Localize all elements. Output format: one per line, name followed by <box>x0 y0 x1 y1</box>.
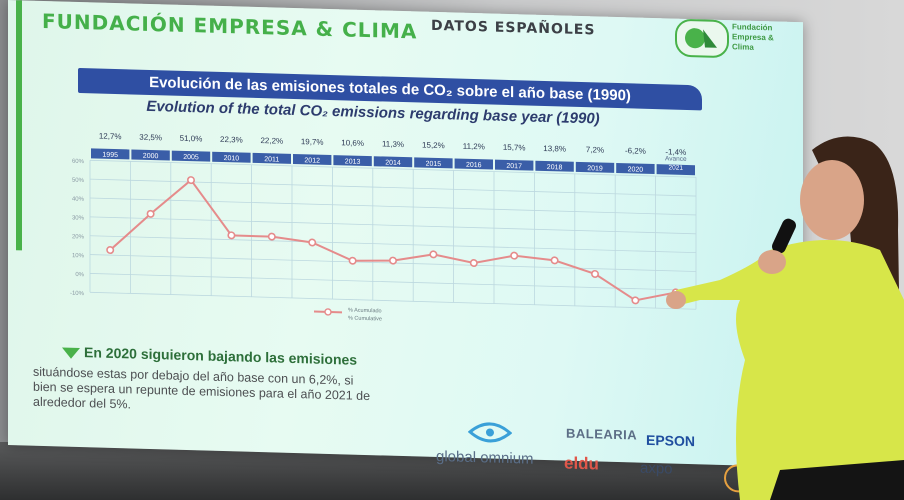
value-label: 32,5% <box>139 133 162 143</box>
category-cell <box>252 152 292 164</box>
value-label: 15,2% <box>422 141 445 151</box>
category-cell <box>333 155 372 167</box>
data-point <box>146 209 155 218</box>
category-label: 2016 <box>466 162 482 169</box>
value-label: 22,3% <box>220 135 243 145</box>
y-tick-label: 40% <box>72 197 85 203</box>
category-cell <box>454 158 494 170</box>
presenter-jacket <box>676 240 904 500</box>
value-label: 11,3% <box>382 139 404 149</box>
grid-line-h <box>90 291 696 310</box>
y-tick-label: 50% <box>72 178 85 184</box>
data-point <box>550 256 559 265</box>
data-point <box>469 259 478 268</box>
category-label: 2005 <box>183 154 199 161</box>
category-label: Avance <box>665 155 687 163</box>
value-label: 12,7% <box>99 132 122 142</box>
category-label: 2000 <box>143 153 159 160</box>
foundation-logo-icon <box>675 18 729 59</box>
emissions-chart: 60% 50% 40% 30% 20% 10% 0% -10% 1995 12,7% 2000 32,… <box>70 132 697 322</box>
category-label: 2017 <box>506 163 522 170</box>
value-label: 11,2% <box>463 142 485 152</box>
microphone-icon <box>772 218 796 254</box>
category-cell <box>373 156 413 168</box>
data-point <box>187 176 196 185</box>
category-label: 2019 <box>587 165 603 172</box>
data-point <box>388 256 397 265</box>
data-point <box>308 238 317 247</box>
category-label: 2020 <box>628 166 644 173</box>
value-label: -6,2% <box>625 146 646 156</box>
presenter-hand <box>758 250 786 274</box>
grid-line-h <box>90 197 696 216</box>
value-label: 15,7% <box>503 143 526 153</box>
category-label: 1995 <box>102 152 118 159</box>
y-tick-label: 20% <box>72 234 85 240</box>
category-cell <box>656 164 695 176</box>
category-label: 2018 <box>547 164 563 171</box>
legend-marker <box>324 308 332 316</box>
presenter-trousers <box>770 460 904 500</box>
y-tick-label: 30% <box>72 215 85 221</box>
grid-line-h <box>90 159 696 178</box>
category-cell <box>535 160 574 172</box>
presenter-pointing-hand <box>666 291 686 309</box>
category-cell <box>293 153 332 166</box>
category-cell <box>91 148 130 160</box>
value-label: -1,4% <box>665 147 686 157</box>
grid-line-h <box>90 216 696 235</box>
data-point <box>348 256 357 265</box>
category-cell <box>616 162 655 175</box>
legend-label: % Acumulado <box>348 307 382 314</box>
value-label: 51,0% <box>180 134 203 144</box>
y-tick-label: 60% <box>72 159 85 165</box>
category-cell <box>575 161 615 173</box>
value-label: 13,8% <box>543 144 566 154</box>
category-label: 2013 <box>345 158 361 165</box>
data-point <box>510 251 519 260</box>
category-label: 2010 <box>224 155 240 162</box>
data-point <box>227 231 236 240</box>
category-label: 2011 <box>264 156 279 163</box>
category-label: 2012 <box>304 157 320 164</box>
value-label: 22,2% <box>260 136 283 146</box>
projection-screen: FUNDACIÓN EMPRESA & CLIMA DATOS ESPAÑOLE… <box>8 0 803 493</box>
data-point <box>267 232 276 241</box>
grid-line-h <box>90 235 696 254</box>
y-tick-label: 0% <box>75 272 84 278</box>
y-tick-label: -10% <box>70 291 85 297</box>
category-cell <box>495 159 534 171</box>
category-cell <box>171 150 211 162</box>
category-label: 2014 <box>385 160 401 167</box>
global-omnium-drop-icon <box>468 422 512 443</box>
category-cell <box>212 151 251 163</box>
y-tick-label: 10% <box>72 253 85 259</box>
data-point <box>631 296 640 305</box>
value-label: 10,6% <box>341 138 364 148</box>
category-label: 2021 <box>669 164 684 171</box>
value-label: 7,2% <box>586 145 604 155</box>
category-label: 2015 <box>426 161 442 168</box>
grid-line-h <box>90 273 696 291</box>
category-cell <box>131 149 170 161</box>
value-label: 19,7% <box>301 137 324 147</box>
presenter-face <box>800 160 864 240</box>
data-point <box>429 250 438 259</box>
legend-label: % Cumulative <box>348 315 382 322</box>
category-cell <box>414 157 453 169</box>
data-point <box>106 246 115 255</box>
data-point <box>590 269 599 278</box>
